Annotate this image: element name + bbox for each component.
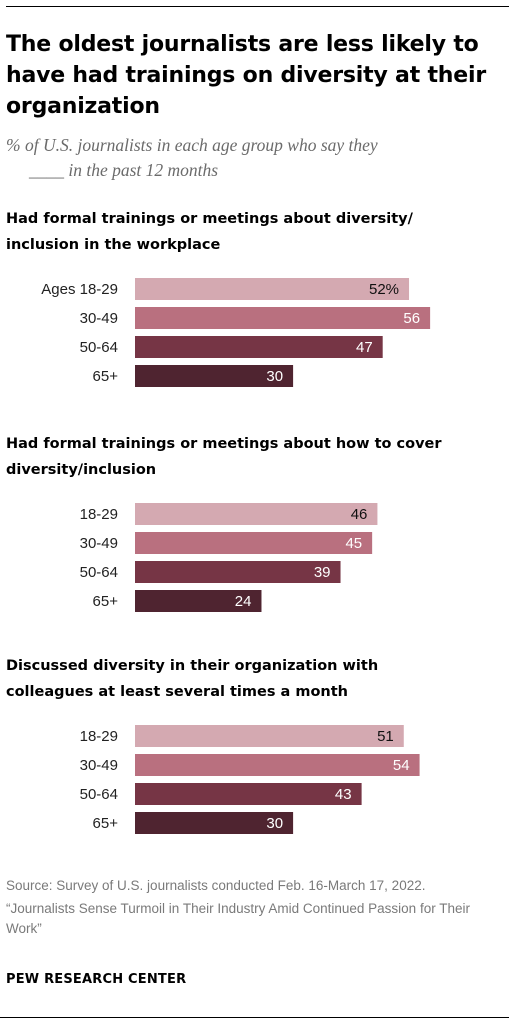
panel-title-line: Had formal trainings or meetings about d… <box>6 211 414 227</box>
bar <box>135 336 383 358</box>
bar <box>135 590 262 612</box>
data-label: 45 <box>345 535 362 552</box>
category-label: 50-64 <box>80 786 118 803</box>
bar <box>135 307 431 329</box>
panel-title-line: Had formal trainings or meetings about h… <box>6 436 442 452</box>
category-label: 50-64 <box>80 339 118 356</box>
data-label: 39 <box>314 564 331 581</box>
data-label: 52% <box>369 281 399 298</box>
panel-title-line: inclusion in the workplace <box>6 237 220 253</box>
chart-title: The oldest journalists are less likely t… <box>6 32 486 119</box>
source-note: Source: Survey of U.S. journalists condu… <box>6 876 506 939</box>
chart-panel-3: Discussed diversity in their organizatio… <box>6 658 420 834</box>
data-label: 24 <box>235 593 252 610</box>
category-label: 65+ <box>93 815 119 832</box>
chart-panel-1: Had formal trainings or meetings about d… <box>6 211 431 387</box>
category-label: Ages 18-29 <box>41 281 118 298</box>
bar <box>135 532 373 554</box>
source-line: Source: Survey of U.S. journalists condu… <box>6 878 426 893</box>
data-label: 46 <box>351 506 368 523</box>
data-label: 30 <box>266 368 283 385</box>
report-title: “Journalists Sense Turmoil in Their Indu… <box>6 901 470 936</box>
data-label: 56 <box>403 310 420 327</box>
top-rule <box>6 6 509 7</box>
panel-title-line: diversity/inclusion <box>6 462 156 478</box>
bar <box>135 783 362 805</box>
organization-name: PEW RESEARCH CENTER <box>6 972 187 987</box>
panel-title-line: Discussed diversity in their organizatio… <box>6 658 378 674</box>
category-label: 65+ <box>93 368 119 385</box>
data-label: 51 <box>377 728 394 745</box>
chart-panel-2: Had formal trainings or meetings about h… <box>6 436 442 612</box>
subtitle-line-2: ____ in the past 12 months <box>29 160 219 180</box>
bar <box>135 503 378 525</box>
panel-title-line: colleagues at least several times a mont… <box>6 684 348 700</box>
data-label: 30 <box>266 815 283 832</box>
bar <box>135 278 410 300</box>
bottom-rule <box>0 1017 509 1018</box>
category-label: 18-29 <box>80 728 118 745</box>
category-label: 30-49 <box>80 310 118 327</box>
category-label: 65+ <box>93 593 119 610</box>
category-label: 18-29 <box>80 506 118 523</box>
bar <box>135 754 420 776</box>
bar <box>135 812 294 834</box>
category-label: 30-49 <box>80 535 118 552</box>
category-label: 50-64 <box>80 564 118 581</box>
chart-subtitle: % of U.S. journalists in each age group … <box>6 133 501 183</box>
subtitle-line-1: % of U.S. journalists in each age group … <box>6 135 378 155</box>
data-label: 47 <box>356 339 373 356</box>
bar <box>135 561 341 583</box>
data-label: 54 <box>393 757 410 774</box>
data-label: 43 <box>335 786 352 803</box>
bar <box>135 365 294 387</box>
bar <box>135 725 404 747</box>
category-label: 30-49 <box>80 757 118 774</box>
